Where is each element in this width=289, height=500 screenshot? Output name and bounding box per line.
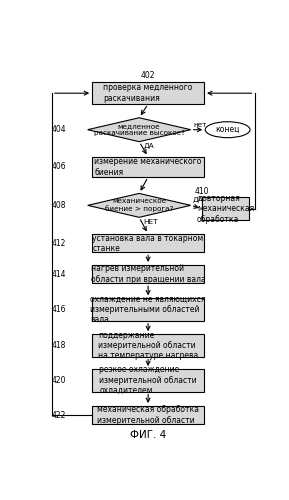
FancyBboxPatch shape [92,406,204,424]
FancyBboxPatch shape [92,157,204,177]
Text: 420: 420 [52,376,66,385]
Polygon shape [88,118,191,142]
Text: проверка медленного
раскачивания: проверка медленного раскачивания [103,84,193,103]
Text: медленное
раскачивание высокое?: медленное раскачивание высокое? [94,123,185,136]
FancyBboxPatch shape [92,234,204,252]
Text: повторная
механическая
обработка: повторная механическая обработка [197,194,254,224]
FancyBboxPatch shape [92,369,204,392]
Text: 402: 402 [141,71,155,80]
Text: 406: 406 [52,162,66,172]
Text: установка вала в токарном
станке: установка вала в токарном станке [92,234,204,253]
Text: 408: 408 [52,201,66,210]
Text: ДА: ДА [193,198,204,203]
Text: нагрев измерительной
области при вращении вала: нагрев измерительной области при вращени… [91,264,205,284]
Text: НЕТ: НЕТ [144,219,158,225]
Text: механическое
биение > порога?: механическое биение > порога? [105,198,173,212]
Ellipse shape [205,122,250,138]
Text: нет: нет [193,122,206,128]
Text: механическая обработка
измерительной области: механическая обработка измерительной обл… [97,406,199,425]
Text: 416: 416 [52,305,66,314]
FancyBboxPatch shape [92,334,204,356]
Text: резкое охлаждение
измерительной области
охладителем: резкое охлаждение измерительной области … [99,366,197,395]
FancyBboxPatch shape [92,82,204,104]
Polygon shape [88,194,191,218]
Text: ДА: ДА [144,144,154,150]
FancyBboxPatch shape [92,265,204,283]
Text: конец: конец [215,125,240,134]
Text: 404: 404 [52,125,66,134]
Text: ФИГ. 4: ФИГ. 4 [130,430,166,440]
Text: измерение механического
биения: измерение механического биения [95,157,202,176]
Text: 410: 410 [194,187,209,196]
Text: 414: 414 [52,270,66,278]
FancyBboxPatch shape [202,198,249,220]
FancyBboxPatch shape [92,298,204,321]
Text: охлаждение не являющихся
измерительными областей
вала: охлаждение не являющихся измерительными … [90,294,206,324]
Text: 412: 412 [52,238,66,248]
Text: поддержание
измерительной области
на температуре нагрева: поддержание измерительной области на тем… [98,330,198,360]
Text: 422: 422 [52,410,66,420]
Text: 418: 418 [52,341,66,350]
